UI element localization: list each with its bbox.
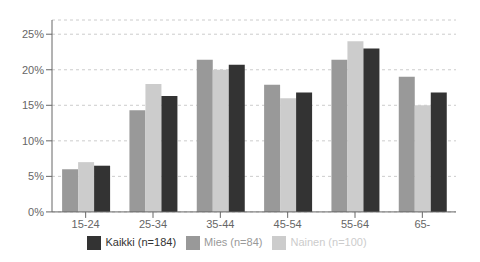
svg-text:55-64: 55-64 (341, 218, 369, 230)
svg-text:25-34: 25-34 (139, 218, 167, 230)
svg-text:45-54: 45-54 (274, 218, 302, 230)
svg-text:15%: 15% (22, 99, 44, 111)
svg-text:10%: 10% (22, 135, 44, 147)
svg-text:65-: 65- (414, 218, 430, 230)
svg-text:5%: 5% (28, 170, 44, 182)
svg-text:15-24: 15-24 (72, 218, 100, 230)
svg-text:0%: 0% (28, 206, 44, 218)
html-text:Kaikki (n=184): Kaikki (n=184) (105, 235, 176, 248)
html-text:Mies (n=84): Mies (n=84) (204, 235, 263, 248)
svg-text:35-44: 35-44 (206, 218, 234, 230)
html-text:Nainen (n=100): Nainen (n=100) (290, 235, 367, 248)
svg-text:20%: 20% (22, 64, 44, 76)
svg-text:25%: 25% (22, 28, 44, 40)
